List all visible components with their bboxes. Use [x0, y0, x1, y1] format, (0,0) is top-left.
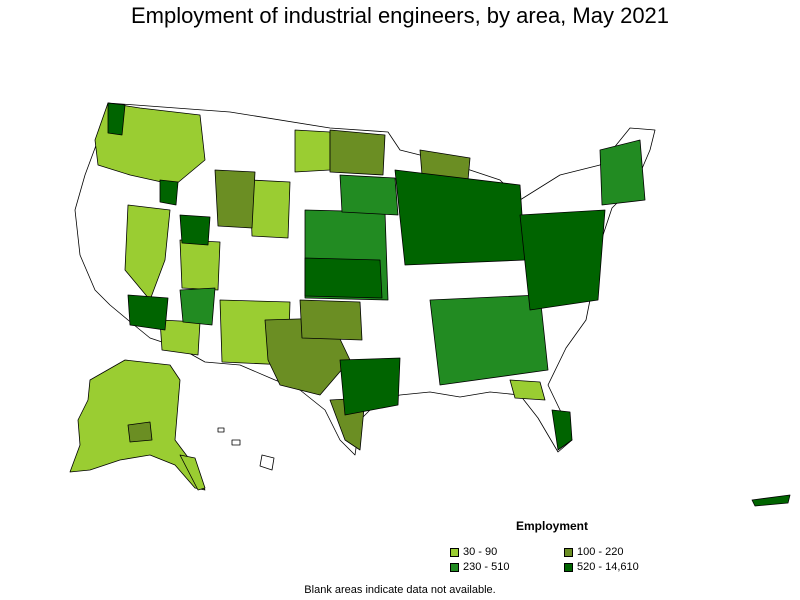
region-nevada [124, 204, 171, 301]
legend-label: 230 - 510 [463, 561, 510, 573]
legend-item-230-510: 230 - 510 [450, 561, 509, 573]
legend-item-30-90: 30 - 90 [450, 546, 497, 558]
legend-swatch [564, 547, 573, 557]
region-arizona-phoenix [127, 294, 169, 331]
region-north-dakota-east [329, 129, 386, 176]
region-new-england [599, 139, 646, 206]
region-idaho-boise [159, 179, 179, 206]
region-colorado-west [179, 239, 221, 291]
legend-item-100-220: 100 - 220 [564, 546, 623, 558]
region-oklahoma [299, 299, 363, 341]
legend-swatch [564, 562, 573, 572]
legend-swatch [450, 562, 459, 572]
region-alaska-anchorage [127, 421, 153, 443]
legend: Employment 30 - 90 100 - 220 230 - 510 5… [440, 518, 640, 578]
legend-item-520-14610: 520 - 14,610 [564, 561, 639, 573]
region-montana-east [294, 129, 331, 173]
legend-swatch [450, 547, 459, 557]
region-washington-west [107, 102, 126, 136]
region-wyoming-east [249, 179, 291, 239]
region-east-coast [519, 209, 606, 311]
legend-label: 30 - 90 [463, 546, 498, 558]
region-hawaii-1 [217, 427, 225, 433]
region-puerto-rico [751, 494, 791, 507]
legend-title: Employment [516, 519, 589, 533]
region-southeast [429, 294, 549, 386]
region-gulf-coast [339, 357, 401, 416]
region-south-florida [551, 409, 573, 451]
region-hawaii-2 [231, 439, 241, 446]
region-hawaii-3 [259, 454, 275, 471]
region-wyoming-central [214, 169, 256, 229]
region-alaska-southeast [179, 454, 206, 491]
region-great-lakes [394, 169, 526, 266]
legend-label: 100 - 220 [577, 546, 624, 558]
map-title: Employment of industrial engineers, by a… [130, 3, 670, 28]
region-utah [179, 214, 211, 246]
region-kansas [304, 257, 383, 299]
region-minnesota [339, 174, 399, 216]
region-florida-north [509, 379, 546, 401]
legend-label: 520 - 14,610 [577, 561, 639, 573]
region-arizona-south [159, 319, 201, 356]
region-colorado-front [179, 287, 216, 326]
footnote: Blank areas indicate data not available. [304, 584, 496, 596]
